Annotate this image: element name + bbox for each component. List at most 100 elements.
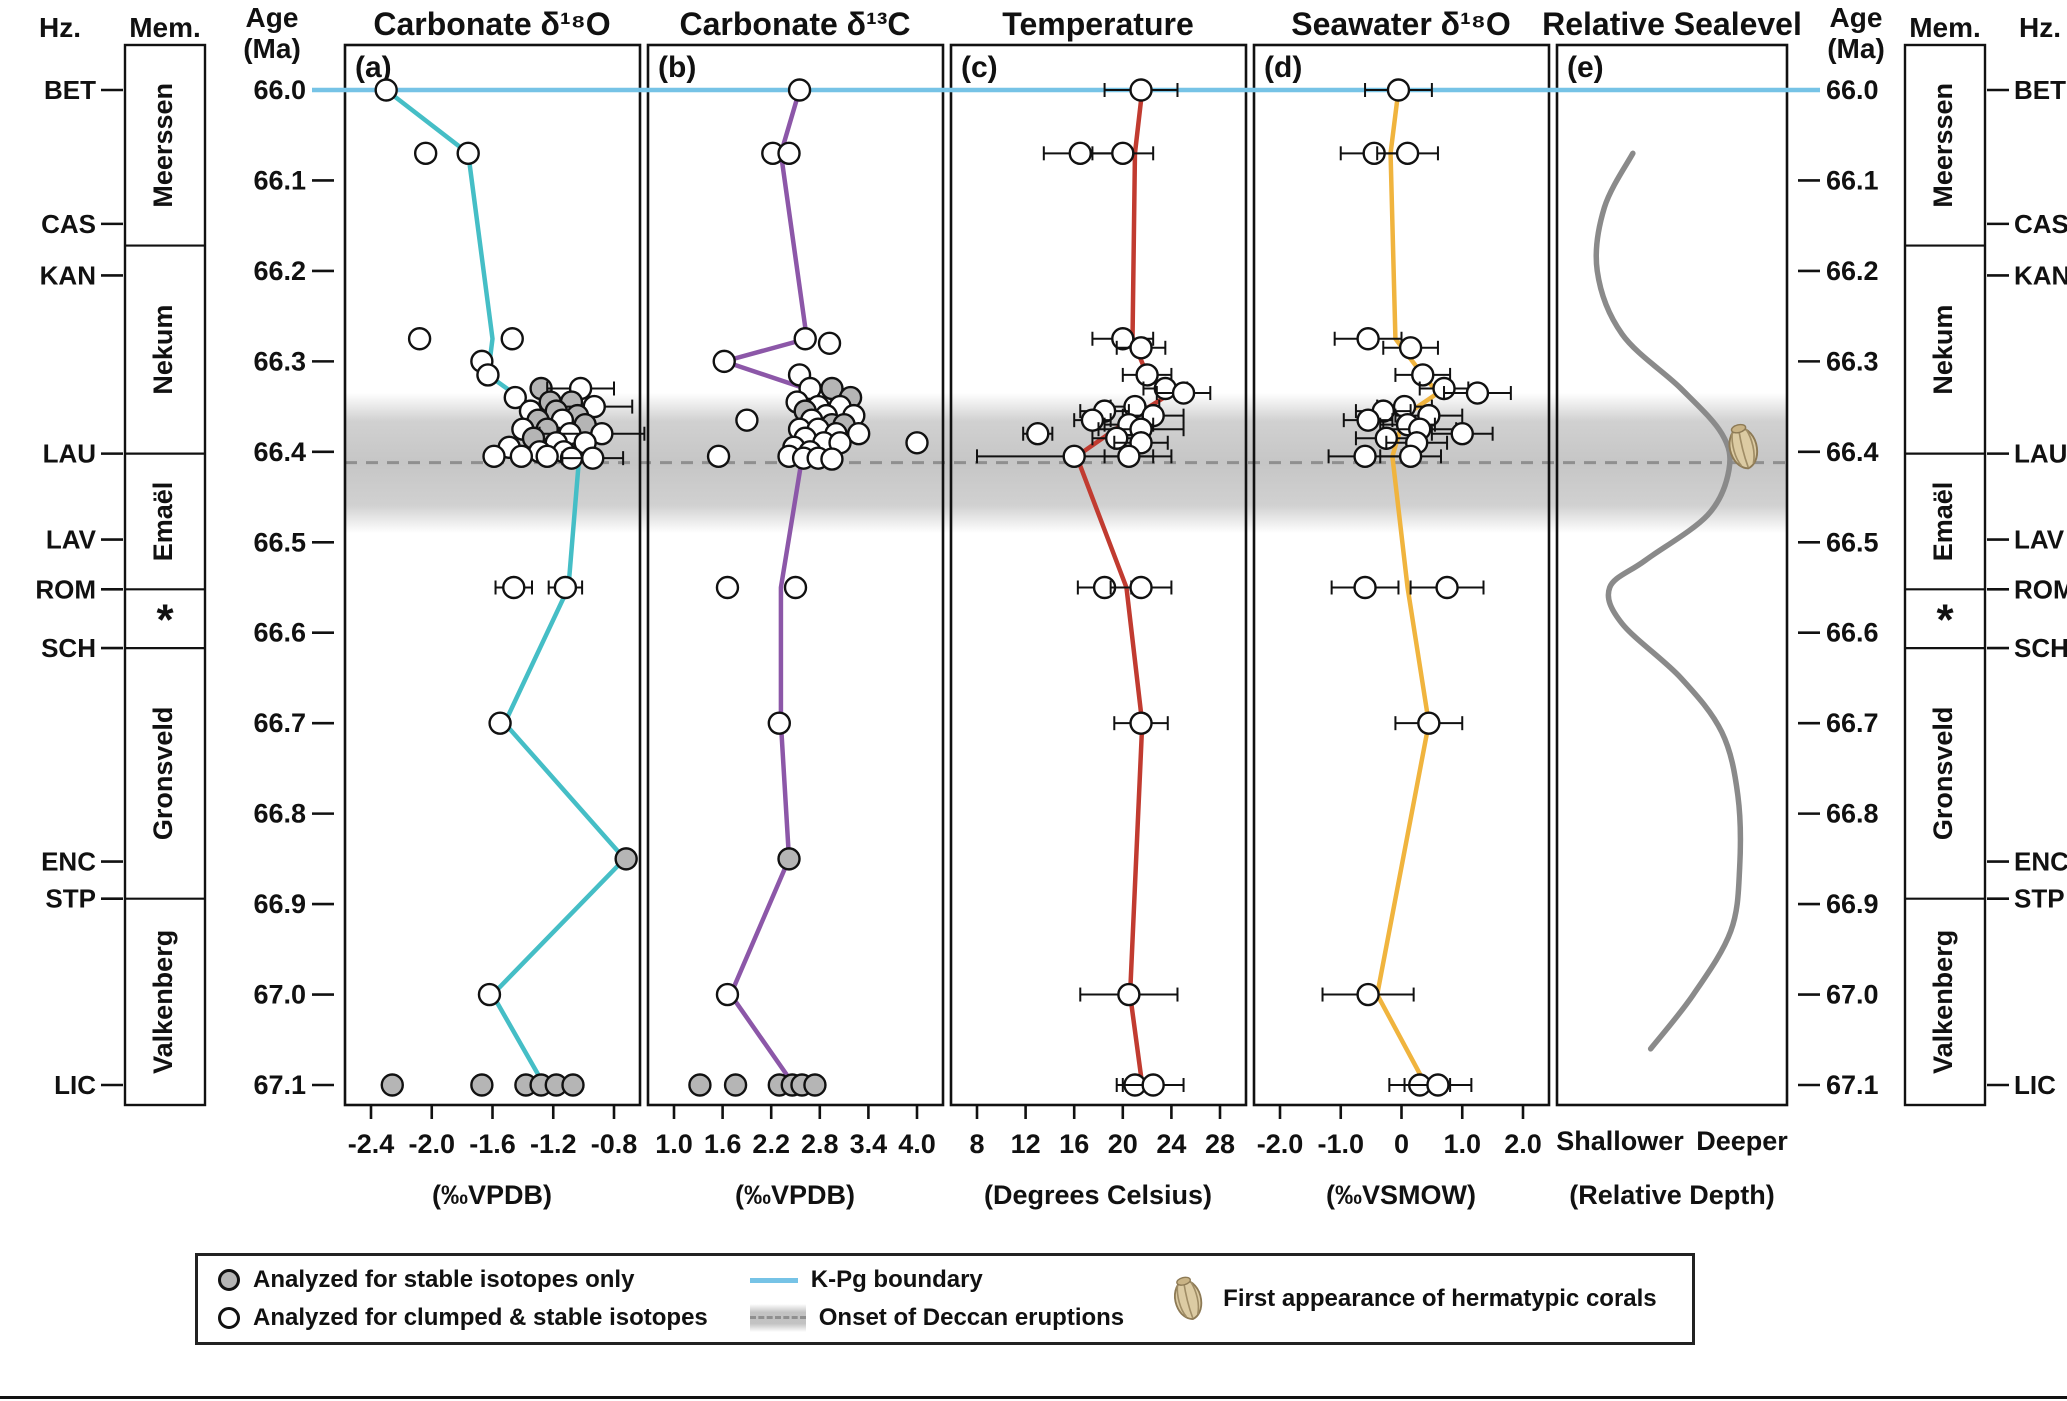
- horizon-label: BET: [2014, 75, 2066, 105]
- data-point: [374, 78, 398, 102]
- x-tick-label: -1.0: [1317, 1129, 1364, 1159]
- data-point: [1135, 363, 1159, 387]
- age-tick-label: 66.0: [253, 75, 306, 105]
- horizon-label: LAU: [43, 439, 96, 469]
- figure-svg: (a)-2.4 -2.0 -1.6 -1.2 -0.8(b)1.0 1.6 2.2 2.8 3.…: [35, 43, 2067, 1159]
- data-point: [1398, 336, 1423, 360]
- data-point: [581, 446, 605, 470]
- data-point: [1111, 141, 1135, 166]
- data-point: [1426, 1073, 1450, 1097]
- age-tick-label: 66.5: [1826, 527, 1879, 557]
- age-tick-label: 66.4: [1826, 437, 1879, 467]
- horizon-label: CAS: [2014, 209, 2067, 239]
- age-tick-label: 66.2: [1826, 256, 1879, 286]
- age-tick-label: 66.3: [1826, 346, 1879, 376]
- data-point: [1398, 444, 1423, 469]
- panel-tag-e: (e): [1567, 51, 1604, 84]
- data-point: [1141, 1073, 1165, 1097]
- mem-header-right: Mem.: [1909, 12, 1981, 43]
- x-tick-label: 1.0: [1443, 1129, 1481, 1159]
- panel-tag-d: (d): [1264, 51, 1302, 84]
- age-header-right: Age (Ma): [1827, 2, 1885, 65]
- horizon-label: STP: [45, 884, 96, 914]
- data-point: [1435, 575, 1459, 600]
- x-tick-label: 0: [1394, 1129, 1409, 1159]
- data-point: [777, 847, 801, 871]
- x-tick-label: 20: [1108, 1129, 1138, 1159]
- coral-icon: [1174, 1276, 1203, 1320]
- panel-box-e: [1555, 43, 1789, 1107]
- coral-icon: [1174, 1276, 1203, 1320]
- panel-box-a: [343, 43, 642, 1107]
- data-point: [1450, 422, 1474, 446]
- x-tick-label: -2.0: [1257, 1129, 1304, 1159]
- data-point: [1129, 78, 1153, 102]
- horizon-label: ENC: [41, 847, 96, 877]
- data-point: [1129, 711, 1153, 735]
- panel-tag-b: (b): [658, 51, 696, 84]
- panel-box-d: [1252, 43, 1551, 1107]
- age-tick-label: 66.6: [1826, 618, 1879, 648]
- unit-label-a: (‰VPDB): [432, 1180, 552, 1210]
- age-tick-label: 66.9: [1826, 889, 1879, 919]
- panel-title-carbonate-d18o: Carbonate δ¹⁸O: [373, 6, 611, 42]
- x-tick-label: 8: [969, 1129, 984, 1159]
- data-point: [503, 385, 527, 410]
- age-tick-label: 66.6: [253, 618, 306, 648]
- data-point: [1117, 982, 1141, 1007]
- age-tick-label: 66.5: [253, 527, 306, 557]
- legend-item-deccan: Onset of Deccan eruptions: [749, 1304, 1124, 1332]
- member-label: Nekum: [148, 305, 178, 395]
- member-label: Valkenberg: [1928, 930, 1958, 1074]
- age-tick-label: 67.1: [1826, 1070, 1879, 1100]
- horizon-label: ENC: [2014, 847, 2067, 877]
- x-tick-label: 4.0: [898, 1129, 936, 1159]
- age-tick-label: 66.7: [1826, 708, 1879, 738]
- member-label: Nekum: [1928, 305, 1958, 395]
- data-point: [380, 1073, 404, 1097]
- hz-header-right: Hz.: [2019, 12, 2061, 43]
- deccan-band-marker: [749, 1304, 806, 1332]
- deeper-label: Deeper: [1696, 1126, 1788, 1156]
- member-label: Emaël: [148, 482, 178, 562]
- x-tick-label: 2.8: [801, 1129, 839, 1159]
- panel-tag-c: (c): [961, 51, 998, 84]
- data-point: [723, 1073, 748, 1097]
- legend-item-clumped-stable: Analyzed for clumped & stable isotopes: [218, 1304, 708, 1332]
- legend-item-stable-only: Analyzed for stable isotopes only: [218, 1266, 708, 1294]
- data-point: [846, 422, 871, 446]
- horizon-label: SCH: [2014, 633, 2067, 663]
- age-tick-label: 66.1: [253, 165, 306, 195]
- unit-label-c: (Degrees Celsius): [983, 1180, 1213, 1210]
- age-header-left: Age (Ma): [243, 2, 301, 65]
- data-point: [783, 575, 808, 600]
- age-tick-label: 67.1: [253, 1070, 306, 1100]
- panel-title-seawater-d18o: Seawater δ¹⁸O: [1291, 6, 1511, 42]
- bottom-rule: [0, 1396, 2067, 1399]
- legend-label: Analyzed for stable isotopes only: [253, 1266, 635, 1293]
- x-tick-label: -2.4: [348, 1129, 395, 1159]
- data-point: [476, 363, 500, 387]
- age-tick-label: 66.8: [1826, 799, 1879, 829]
- data-point: [561, 1073, 585, 1097]
- member-column: [1903, 43, 1987, 1107]
- horizon-label: KAN: [2014, 260, 2067, 290]
- data-point: [470, 1073, 494, 1097]
- x-tick-label: 1.6: [704, 1129, 742, 1159]
- data-point: [407, 327, 432, 351]
- x-tick-label: 2.2: [752, 1129, 790, 1159]
- data-point: [535, 444, 559, 469]
- member-label: Gronsveld: [148, 707, 178, 841]
- member-label: *: [1936, 596, 1954, 645]
- age-tick-label: 66.1: [1826, 165, 1879, 195]
- data-point: [715, 982, 740, 1007]
- unit-label-e: (Relative Depth): [1569, 1180, 1775, 1210]
- age-tick-label: 66.8: [253, 799, 306, 829]
- horizon-label: LAV: [46, 525, 97, 555]
- x-tick-label: 12: [1011, 1129, 1041, 1159]
- member-label: Valkenberg: [148, 930, 178, 1074]
- hz-header-left: Hz.: [39, 12, 81, 43]
- horizon-label: KAN: [40, 260, 96, 290]
- data-point: [1411, 363, 1435, 387]
